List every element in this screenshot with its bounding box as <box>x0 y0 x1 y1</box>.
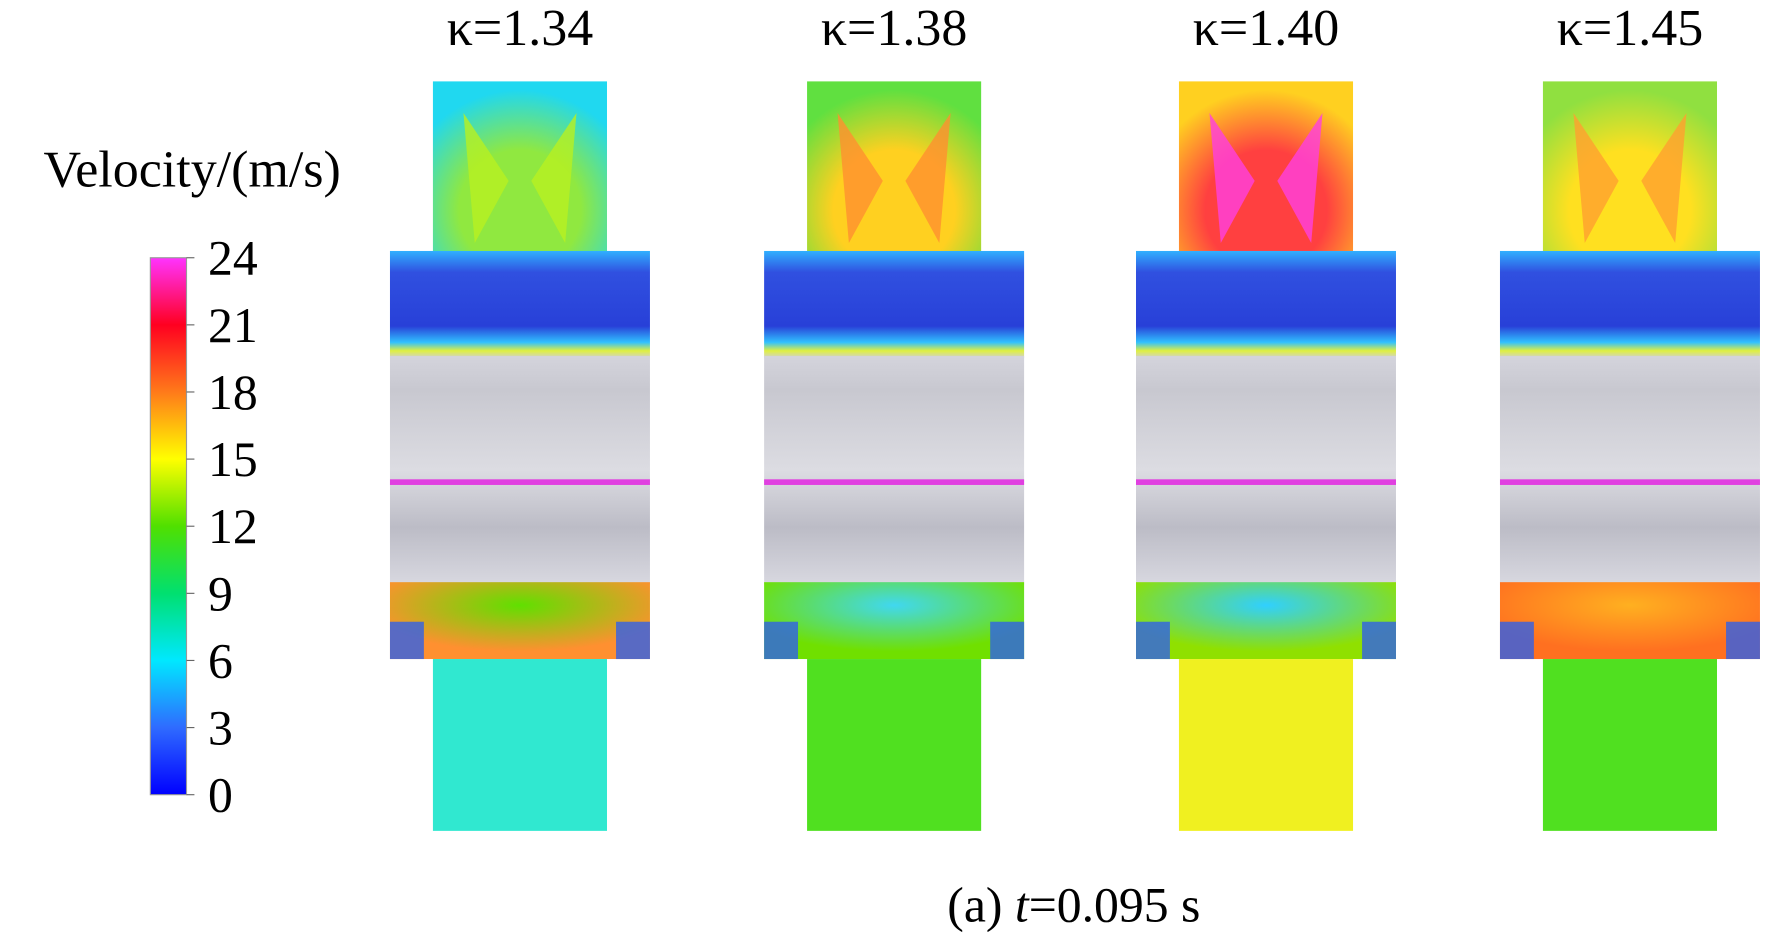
jet-core <box>1573 113 1687 244</box>
colorbar <box>149 257 188 796</box>
contour-panel <box>764 81 1025 831</box>
chamber-bottom <box>389 582 650 660</box>
chamber-bottom <box>1499 582 1760 660</box>
chamber-bottom <box>764 582 1025 660</box>
caption-variable: t <box>1015 877 1030 932</box>
corner-left <box>1499 621 1534 660</box>
inlet <box>1542 81 1718 254</box>
colorbar-tick-label: 18 <box>208 365 258 420</box>
corner-right <box>1362 621 1396 660</box>
jet-core <box>463 113 577 244</box>
interface-line <box>764 479 1025 485</box>
chamber-top <box>1499 250 1760 359</box>
impeller <box>1136 356 1396 585</box>
jet-core <box>837 113 951 244</box>
panel-title: κ=1.38 <box>821 0 967 57</box>
colorbar-tick-label: 15 <box>208 432 258 487</box>
jet-core <box>1209 113 1323 244</box>
colorbar-tick-label: 21 <box>208 298 258 353</box>
outlet <box>1542 659 1718 831</box>
impeller <box>389 356 650 585</box>
contour-panel <box>1499 81 1760 831</box>
interface-line <box>1499 479 1760 485</box>
chamber-top <box>764 250 1025 359</box>
caption: (a) t=0.095 s <box>947 877 1200 932</box>
panel-title: κ=1.34 <box>447 0 593 57</box>
corner-right <box>1726 621 1760 660</box>
corner-right <box>990 621 1025 660</box>
inlet <box>1178 81 1354 254</box>
colorbar-tick-label: 9 <box>208 566 233 621</box>
colorbar-label: Velocity/(m/s) <box>43 142 340 199</box>
corner-left <box>389 621 424 660</box>
colorbar-tick-label: 12 <box>208 499 258 554</box>
inlet <box>807 81 982 254</box>
panel-title: κ=1.45 <box>1557 0 1703 57</box>
corner-left <box>1136 621 1170 660</box>
outlet <box>807 659 982 831</box>
colorbar-tick-label: 6 <box>208 633 233 688</box>
chamber-top <box>1136 250 1396 359</box>
colorbar-tick-label: 24 <box>208 231 258 286</box>
impeller <box>1499 356 1760 585</box>
impeller <box>764 356 1025 585</box>
colorbar-tick-label: 3 <box>208 701 233 756</box>
contour-panel <box>1136 81 1396 831</box>
inlet <box>432 81 607 254</box>
chamber-bottom <box>1136 582 1396 660</box>
outlet <box>432 659 607 831</box>
corner-right <box>616 621 650 660</box>
interface-line <box>389 479 650 485</box>
chamber-top <box>389 250 650 359</box>
contour-panel <box>389 81 650 831</box>
interface-line <box>1136 479 1396 485</box>
colorbar-tick-label: 0 <box>208 768 233 823</box>
corner-left <box>764 621 799 660</box>
caption-rest: =0.095 s <box>1029 877 1201 932</box>
panel-title: κ=1.40 <box>1193 0 1339 57</box>
caption-prefix: (a) <box>947 877 1002 932</box>
outlet <box>1178 659 1354 831</box>
